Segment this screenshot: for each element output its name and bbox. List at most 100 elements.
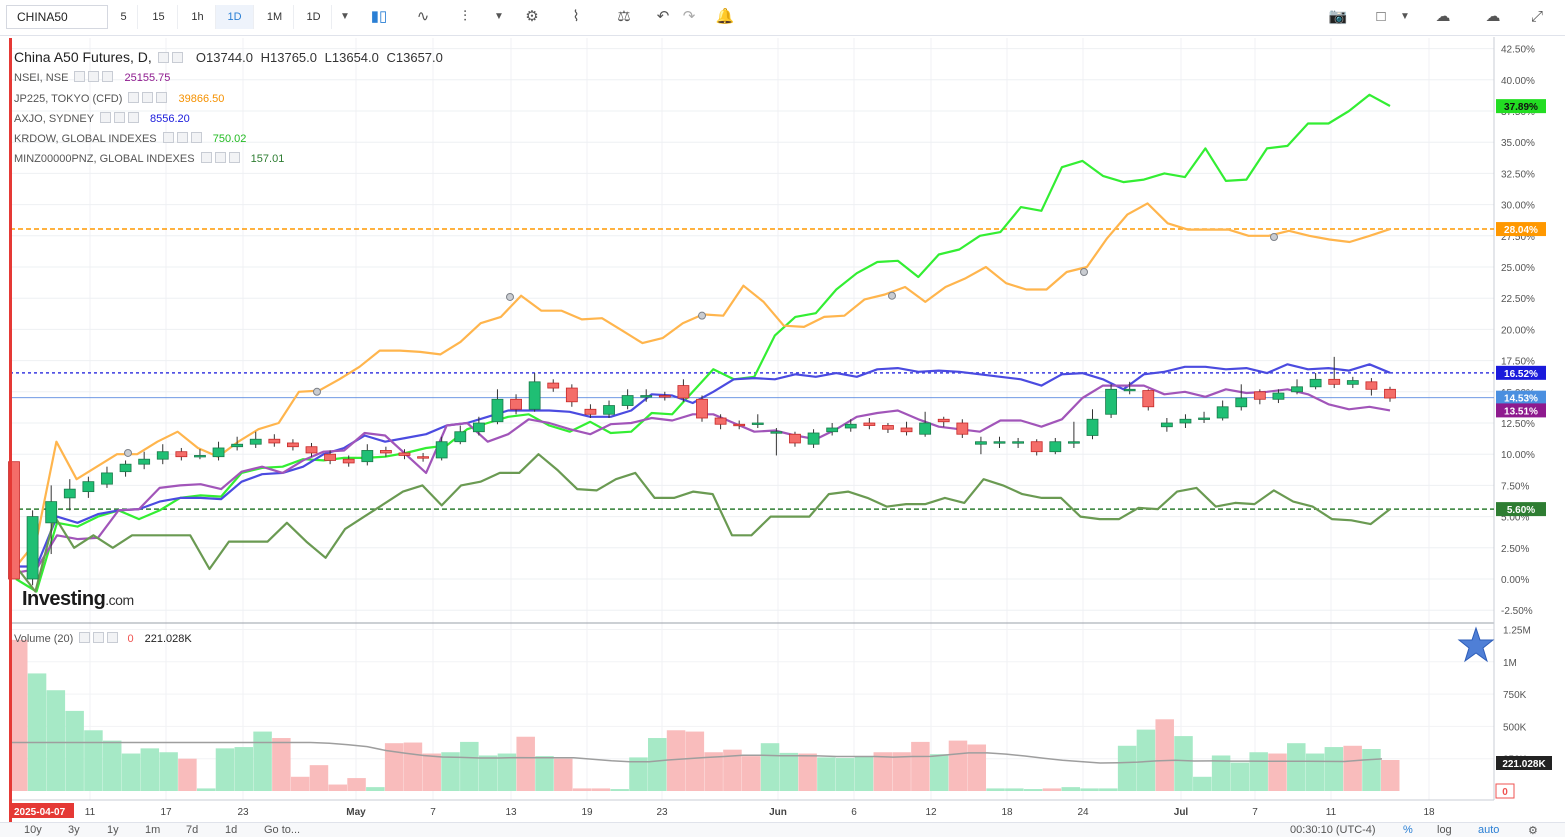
gear-icon[interactable] (113, 112, 125, 123)
volume-badge (1495, 783, 1515, 799)
fullscreen-box-icon[interactable]: □ (1376, 8, 1386, 25)
range-1m[interactable]: 1m (145, 824, 161, 836)
eye-icon[interactable] (99, 112, 111, 123)
redo-icon[interactable]: ↷ (682, 8, 696, 25)
close-icon[interactable] (228, 152, 240, 163)
event-marker (506, 292, 514, 301)
bars-icon[interactable]: ⫶ (463, 8, 467, 25)
gear-icon[interactable] (171, 52, 183, 63)
candlestick-icon[interactable]: ▮▯ (370, 8, 388, 25)
legend-item-minz[interactable]: MINZ00000PNZ, GLOBAL INDEXES 157.01 (14, 152, 285, 165)
eye-icon[interactable] (79, 632, 91, 643)
candle-body (919, 422, 932, 435)
chevron-down-icon[interactable]: ▼ (1400, 11, 1410, 22)
interval-1d[interactable]: 1D (216, 5, 254, 29)
range-1y[interactable]: 1y (107, 824, 119, 836)
legend-item-krdow[interactable]: KRDOW, GLOBAL INDEXES 750.02 (14, 132, 247, 145)
undo-icon[interactable]: ↶ (656, 8, 670, 25)
close-icon[interactable] (127, 112, 139, 123)
gear-icon[interactable] (176, 132, 188, 143)
candle-body (361, 450, 374, 463)
chevron-down-icon[interactable]: ▼ (340, 11, 350, 22)
line-chart-icon[interactable]: ∿ (416, 8, 430, 25)
time-tick-label: 12 (925, 807, 937, 818)
close-icon[interactable] (190, 132, 202, 143)
expand-icon[interactable]: ⤢ (1530, 8, 1543, 25)
candle-body (454, 431, 467, 443)
eye-icon[interactable] (162, 132, 174, 143)
gear-icon[interactable] (88, 71, 100, 82)
indicators-icon[interactable]: ⌇ (572, 8, 580, 25)
close-icon[interactable] (156, 92, 168, 103)
candle-body (1067, 441, 1080, 444)
candle-body (510, 398, 522, 410)
candle-body (45, 501, 58, 524)
camera-icon[interactable]: 📷 (1328, 8, 1348, 25)
alert-icon[interactable]: 🔔 (715, 8, 735, 25)
horizontal-gridlines (10, 48, 1494, 760)
main-series-title[interactable]: China A50 Futures, D, (14, 49, 152, 65)
interval-dropdown[interactable]: 1D (296, 5, 332, 29)
interval-1h[interactable]: 1h (180, 5, 216, 29)
symbol-search-input[interactable]: CHINA50 (6, 5, 108, 29)
time-tick-label: Jul (1174, 807, 1189, 818)
volume-bar (723, 749, 742, 791)
interval-15[interactable]: 15 (140, 5, 178, 29)
volume-bar (1136, 729, 1156, 791)
gear-icon[interactable] (93, 632, 105, 643)
range-10y[interactable]: 10y (24, 824, 42, 836)
eye-icon[interactable] (157, 52, 169, 63)
candle-body (621, 395, 634, 406)
cloud-download-icon[interactable]: ☁ (1435, 8, 1451, 25)
compare-icon[interactable]: ⚖ (617, 8, 631, 25)
cloud-upload-icon[interactable]: ☁ (1485, 8, 1501, 25)
range-7d[interactable]: 7d (186, 824, 199, 836)
candle-body (714, 417, 727, 425)
volume-bar (929, 754, 949, 791)
price-tick-label: 10.00% (1501, 450, 1535, 461)
price-tick-label: 27.50% (1501, 232, 1535, 243)
price-tick-label: 12.50% (1501, 419, 1535, 430)
interval-1m[interactable]: 1M (256, 5, 294, 29)
close-icon[interactable] (102, 71, 114, 82)
eye-icon[interactable] (74, 71, 86, 82)
log-toggle[interactable]: log (1437, 824, 1452, 836)
chart-area[interactable]: 42.50%40.00%37.50%35.00%32.50%30.00%27.5… (0, 37, 1565, 822)
range-1d[interactable]: 1d (225, 824, 238, 836)
goto-date-button[interactable]: Go to... (264, 824, 301, 836)
price-tick-label: 7.50% (1501, 481, 1529, 492)
volume-bar (1061, 787, 1080, 791)
volume-bar (366, 787, 385, 791)
close-icon[interactable] (107, 632, 119, 643)
legend-item-axjo[interactable]: AXJO, SYDNEY 8556.20 (14, 112, 190, 125)
price-badge (1496, 502, 1546, 517)
chevron-down-icon[interactable]: ▼ (494, 11, 504, 22)
volume-tick-label: 1.25M (1503, 626, 1531, 637)
candle-body (882, 425, 894, 430)
gear-icon[interactable] (142, 92, 154, 103)
auto-toggle[interactable]: auto (1478, 824, 1500, 836)
range-3y[interactable]: 3y (68, 824, 80, 836)
volume-bar (441, 752, 460, 791)
percent-toggle[interactable]: % (1403, 824, 1413, 836)
candle-body (287, 442, 299, 448)
volume-bar (253, 731, 272, 791)
gear-icon[interactable]: ⚙ (1528, 825, 1538, 837)
favorite-star-icon[interactable] (1457, 626, 1495, 663)
candle-body (528, 381, 541, 410)
volume-bar (84, 730, 103, 791)
candle-body (1179, 418, 1192, 424)
candle-body (1105, 388, 1117, 415)
interval-5[interactable]: 5 (110, 5, 138, 29)
candle-body (435, 441, 448, 459)
price-badges: 37.89% 28.04% 16.52% 14.53%13.51% 5.60% 221.0… (1495, 99, 1552, 799)
legend-item-jp225[interactable]: JP225, TOKYO (CFD) 39866.50 (14, 92, 225, 105)
eye-icon[interactable] (128, 92, 140, 103)
gear-icon[interactable]: ⚙ (525, 8, 539, 25)
gear-icon[interactable] (214, 152, 226, 163)
legend-item-nsei[interactable]: NSEI, NSE 25155.75 (14, 71, 171, 84)
date-marker (10, 803, 74, 818)
eye-icon[interactable] (200, 152, 212, 163)
volume-tick-label: 1M (1503, 658, 1517, 669)
volume-bar (1174, 736, 1193, 791)
